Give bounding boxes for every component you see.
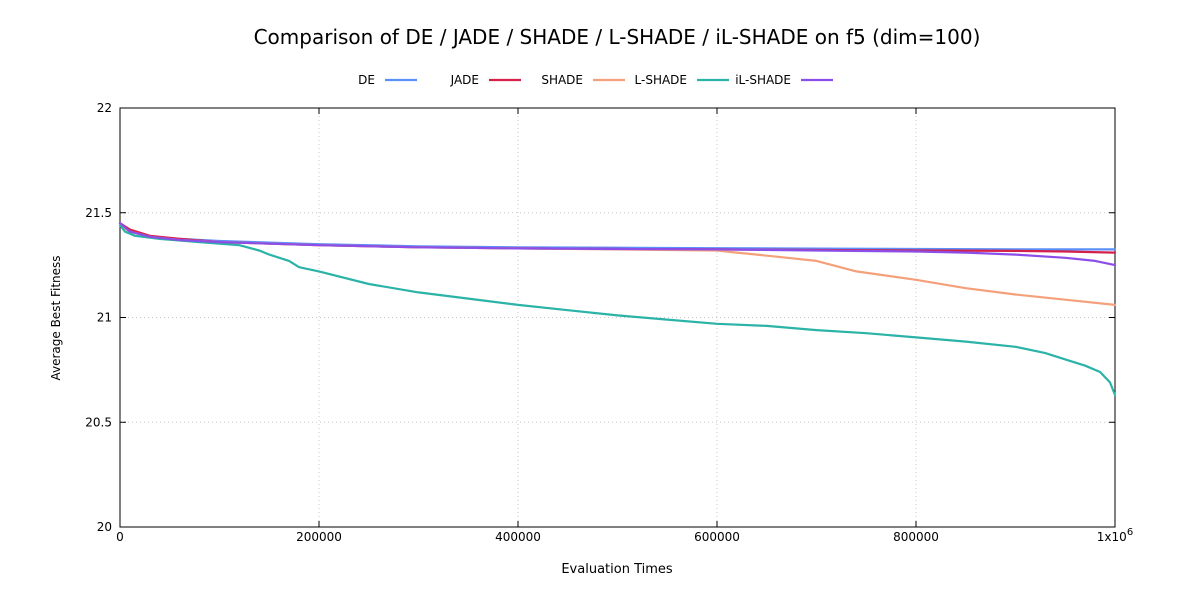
legend-item: iL-SHADE: [735, 73, 833, 87]
x-tick-label: 800000: [893, 530, 939, 544]
legend: DE JADE SHADE L-SHADE iL-SHADE: [358, 73, 833, 87]
series-line-de: [118, 222, 1117, 251]
y-tick-label: 21: [97, 311, 112, 325]
x-axis-label: Evaluation Times: [561, 562, 673, 577]
axes: 0 200000 400000 600000 800000 1x106 20 20.5 21 21…: [85, 101, 1133, 544]
legend-label: DE: [358, 73, 375, 87]
legend-label: JADE: [450, 73, 479, 87]
legend-label: SHADE: [541, 73, 583, 87]
x-tick-label: 400000: [495, 530, 541, 544]
legend-item: L-SHADE: [635, 73, 729, 87]
series-line-il-shade: [118, 222, 1117, 267]
x-tick-label: 0: [116, 530, 124, 544]
y-tick-label: 20.5: [85, 415, 112, 429]
legend-item: SHADE: [541, 73, 625, 87]
x-tick-label: 600000: [694, 530, 740, 544]
grid: [120, 108, 1115, 527]
x-tick-label: 1x106: [1097, 527, 1133, 544]
chart-title: Comparison of DE / JADE / SHADE / L-SHAD…: [254, 25, 981, 49]
y-tick-label: 20: [97, 520, 112, 534]
plot-frame: [119, 107, 1116, 528]
x-tick-exponent: 6: [1127, 527, 1133, 538]
legend-label: L-SHADE: [635, 73, 687, 87]
legend-label: iL-SHADE: [735, 73, 791, 87]
y-tick-label: 22: [97, 101, 112, 115]
y-tick-label: 21.5: [85, 206, 112, 220]
y-axis-label: Average Best Fitness: [49, 255, 63, 380]
x-tick-label: 200000: [296, 530, 342, 544]
series-lines: [118, 222, 1117, 397]
legend-item: DE: [358, 73, 417, 87]
series-line-shade: [118, 224, 1117, 306]
legend-item: JADE: [450, 73, 521, 87]
series-line-l-shade: [118, 224, 1117, 397]
